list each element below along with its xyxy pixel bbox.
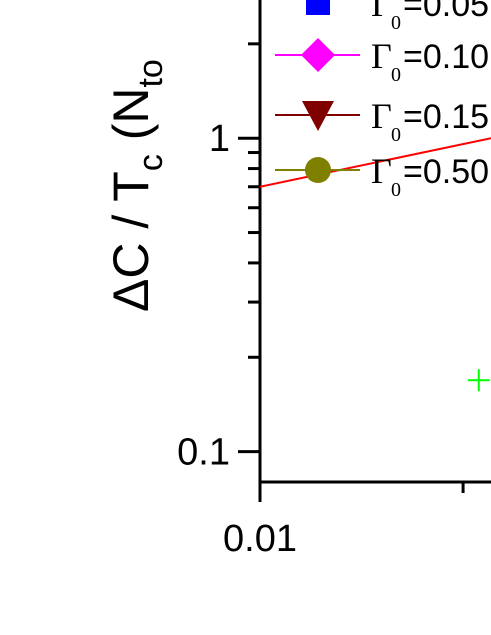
data-point [467, 369, 490, 392]
legend-symbol: Γ [371, 36, 392, 76]
legend-label: =0.50 [403, 153, 489, 191]
plot-area [260, 137, 491, 392]
legend-marker [305, 157, 331, 183]
legend-marker [302, 101, 334, 131]
y-label-sub: c [132, 154, 170, 171]
legend-subscript: 0 [391, 179, 401, 201]
legend-label: =0.15 [403, 98, 489, 136]
legend-marker [306, 0, 330, 15]
legend-subscript: 0 [391, 12, 401, 34]
y-axis-label: ΔC / Tc (Nto [103, 59, 170, 312]
legend-symbol: Γ [371, 151, 392, 191]
legend-label: =0.05 [403, 0, 489, 24]
y-tick-label: 1 [209, 118, 230, 160]
legend-subscript: 0 [391, 64, 401, 86]
legend-subscript: 0 [391, 124, 401, 146]
y-label-main: ΔC / T [103, 171, 159, 312]
legend-symbol: Γ [371, 96, 392, 136]
legend-label: =0.10 [403, 38, 489, 76]
y-tick-label: 0.1 [177, 432, 230, 474]
y-label-rest: (N [103, 88, 159, 155]
fit-line [260, 137, 491, 188]
y-label-sub2: to [132, 59, 170, 87]
x-tick-label: 0.01 [223, 518, 297, 560]
legend-symbol: Γ [371, 0, 392, 24]
legend-marker [301, 38, 335, 72]
